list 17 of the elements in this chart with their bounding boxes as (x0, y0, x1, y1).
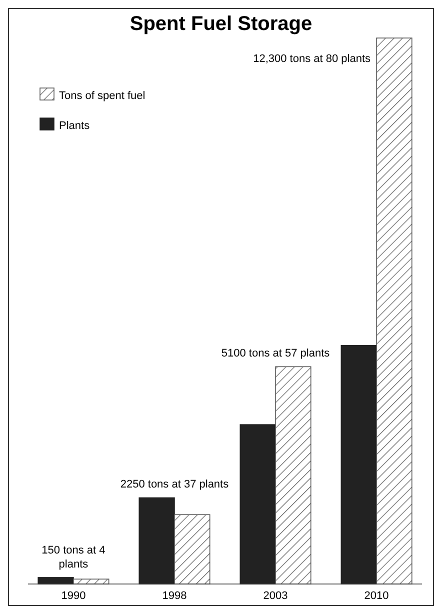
bar (340, 345, 377, 584)
chart-title: Spent Fuel Storage (130, 13, 312, 35)
x-tick-label: 1998 (162, 590, 187, 602)
bar (376, 38, 412, 584)
bar (275, 366, 312, 584)
x-tick-label: 2003 (263, 590, 288, 602)
annotation: 2250 tons at 37 plants (120, 478, 230, 491)
bar (174, 514, 210, 584)
annotation: 150 tons at 4 plants (42, 544, 106, 570)
x-tick-label: 2010 (364, 590, 389, 602)
bar (138, 497, 175, 584)
annotation: 12,300 tons at 80 plants (253, 53, 372, 65)
legend-label: Tons of spent fuel (59, 90, 146, 102)
x-tick-label: 1990 (61, 590, 86, 602)
annotation: 5100 tons at 57 plants (221, 348, 330, 360)
bar (240, 424, 276, 584)
legend-label: Plants (59, 120, 90, 132)
